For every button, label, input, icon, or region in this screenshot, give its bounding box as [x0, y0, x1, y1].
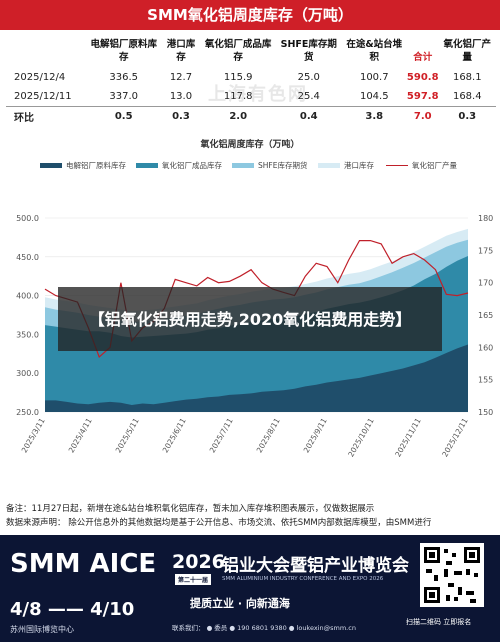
banner-venue: 苏州国际博览中心: [10, 625, 74, 634]
table-cell: 336.5: [109, 72, 139, 83]
qr-caption: 扫描二维码 立即报名: [406, 618, 472, 626]
table-cell: 115.9: [223, 72, 253, 83]
table-cell: 168.1: [452, 72, 482, 83]
legend-label: SHFE库存期货: [258, 161, 308, 170]
note-remark: 备注：11月27日起，新增在途&站台堆积氧化铝库存，暂未加入库存堆积图表展示，仅…: [6, 504, 375, 514]
banner-session-badge: 第二十一届: [175, 574, 212, 585]
y-tick-label: 500.0: [16, 214, 39, 223]
table-cell: 100.7: [359, 72, 389, 83]
y2-tick-label: 155: [478, 376, 493, 385]
table-cell: 25.4: [297, 91, 320, 102]
legend-item: 港口库存: [318, 160, 374, 171]
table-cell: 3.8: [341, 106, 407, 126]
chart-title: 氧化铝周度库存（万吨）: [200, 140, 300, 150]
table-row-change: 环比 0.5 0.3 2.0 0.4 3.8 7.0 0.3: [6, 106, 496, 126]
y-tick-label: 300.0: [16, 369, 39, 378]
legend-item: 氧化铝厂成品库存: [136, 160, 222, 171]
table-cell-total: 597.8: [406, 91, 439, 102]
y2-tick-label: 180: [478, 214, 493, 223]
table-row: 2025/12/11 337.0 13.0 117.8 25.4 104.5 5…: [6, 87, 496, 107]
x-tick-label: 2025/11/11: [393, 416, 423, 458]
y2-tick-label: 150: [478, 408, 493, 417]
legend-item: 电解铝厂原料库存: [40, 160, 126, 171]
column-header: 电解铝厂原料库存: [90, 39, 157, 63]
legend-swatch: [136, 163, 158, 168]
x-tick-label: 2025/5/11: [114, 416, 141, 454]
legend-label: 氧化铝厂成品库存: [162, 161, 222, 170]
banner-title: 铝业大会暨铝产业博览会: [222, 556, 409, 576]
legend-swatch: [318, 163, 340, 168]
table-cell: 0.4: [275, 106, 342, 126]
chart-legend: 电解铝厂原料库存 氧化铝厂成品库存 SHFE库存期货 港口库存 氧化铝厂产量: [0, 158, 500, 172]
row-label: 2025/12/11: [14, 91, 72, 102]
column-header: SHFE库存期货: [280, 39, 337, 63]
banner-year: 2026: [172, 551, 225, 573]
table-cell: 104.5: [359, 91, 389, 102]
legend-item: 氧化铝厂产量: [386, 160, 457, 171]
table-cell-total: 7.0: [406, 106, 439, 126]
banner-dates: 4/8 —— 4/10: [10, 599, 135, 620]
banner-slogan: 提质立业 · 向新通海: [190, 597, 290, 610]
legend-label: 电解铝厂原料库存: [66, 161, 126, 170]
x-tick-label: 2025/3/11: [20, 416, 47, 454]
y-tick-label: 400.0: [16, 292, 39, 301]
y-tick-label: 450.0: [16, 253, 39, 262]
inventory-table: 电解铝厂原料库存 港口库存 氧化铝厂成品库存 SHFE库存期货 在途&站台堆积 …: [6, 34, 496, 126]
y-tick-label: 350.0: [16, 330, 39, 339]
y2-tick-label: 170: [478, 279, 493, 288]
qr-code-icon[interactable]: [420, 543, 484, 607]
row-label: 环比: [6, 106, 86, 126]
table-cell: 13.0: [169, 91, 193, 102]
banner-contact: 联系我们： ● 委员 ● 190 6801 9380 ● loukexin@sm…: [172, 624, 356, 632]
banner-brand: SMM AICE: [10, 549, 157, 579]
column-header: 氧化铝厂产量: [443, 39, 492, 63]
table-cell: 0.3: [438, 106, 496, 126]
page-title: SMM氧化铝周度库存（万吨）: [0, 0, 500, 30]
table-cell: 25.0: [297, 72, 320, 83]
table-cell: 12.7: [169, 72, 193, 83]
legend-item: SHFE库存期货: [232, 160, 307, 171]
overlay-caption: 【铝氧化铝费用走势,2020氧化铝费用走势】: [58, 287, 442, 351]
y2-tick-label: 160: [478, 343, 493, 352]
column-header: 在途&站台堆积: [346, 39, 403, 63]
column-header-total: 合计: [413, 52, 433, 63]
legend-swatch: [40, 163, 62, 168]
x-tick-label: 2025/6/11: [161, 416, 188, 454]
table-cell: 337.0: [109, 91, 139, 102]
table-cell: 117.8: [223, 91, 253, 102]
table-cell: 0.3: [161, 106, 201, 126]
table-cell: 0.5: [86, 106, 162, 126]
legend-label: 港口库存: [344, 161, 374, 170]
event-banner[interactable]: SMM AICE 2026 第二十一届 铝业大会暨铝产业博览会 SMM ALUM…: [0, 535, 500, 642]
legend-label: 氧化铝厂产量: [412, 161, 457, 170]
x-tick-label: 2025/8/11: [255, 416, 282, 454]
watermark: 上海有色网: [208, 84, 308, 105]
x-tick-label: 2025/7/11: [208, 416, 235, 454]
y-tick-label: 250.0: [16, 408, 39, 417]
legend-swatch: [232, 163, 254, 168]
column-header: [6, 34, 86, 68]
note-source: 数据来源声明： 除公开信息外的其他数据均是基于公开信息、市场交流、依托SMM内部…: [6, 518, 432, 528]
table-cell-total: 590.8: [406, 72, 439, 83]
table-cell: 168.4: [452, 91, 482, 102]
legend-swatch: [386, 165, 408, 166]
x-tick-label: 2025/12/11: [440, 416, 470, 458]
series-area-1: [45, 344, 468, 412]
column-header: 氧化铝厂成品库存: [204, 39, 272, 63]
table-cell: 2.0: [200, 106, 276, 126]
y2-tick-label: 175: [478, 246, 493, 255]
x-tick-label: 2025/4/11: [67, 416, 94, 454]
banner-subtitle: SMM ALUMINIUM INDUSTRY CONFERENCE AND EX…: [222, 576, 384, 582]
x-tick-label: 2025/9/11: [302, 416, 329, 454]
column-header: 港口库存: [166, 39, 196, 63]
table-row: 2025/12/4 336.5 12.7 115.9 25.0 100.7 59…: [6, 68, 496, 87]
y2-tick-label: 165: [478, 311, 493, 320]
row-label: 2025/12/4: [14, 72, 66, 83]
table-header-row: 电解铝厂原料库存 港口库存 氧化铝厂成品库存 SHFE库存期货 在途&站台堆积 …: [6, 34, 496, 68]
x-tick-label: 2025/10/11: [346, 416, 376, 458]
